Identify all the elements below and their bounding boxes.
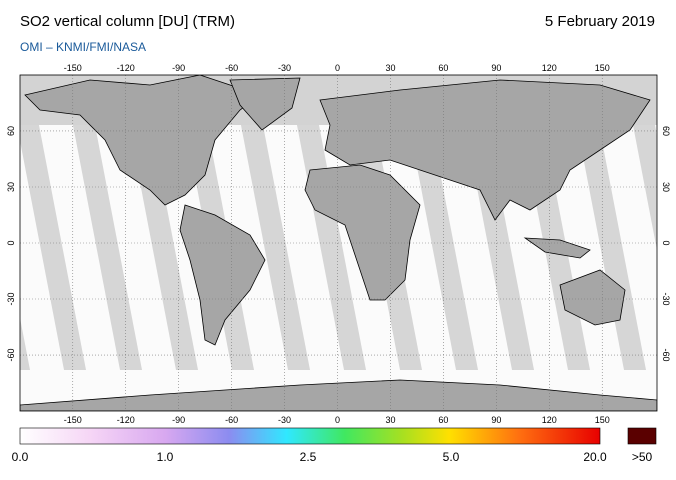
swath bbox=[240, 120, 310, 370]
lon-label-top: 90 bbox=[491, 63, 501, 73]
lat-label-right: 60 bbox=[661, 126, 671, 136]
swath bbox=[72, 120, 142, 370]
lon-label-bottom: -30 bbox=[278, 415, 291, 425]
lon-label-bottom: -90 bbox=[172, 415, 185, 425]
lon-label-top: -90 bbox=[172, 63, 185, 73]
colorbar-label: 1.0 bbox=[157, 450, 174, 464]
lon-label-top: -60 bbox=[225, 63, 238, 73]
swath bbox=[632, 120, 657, 251]
lon-label-top: -150 bbox=[64, 63, 82, 73]
indonesia bbox=[523, 237, 591, 259]
lon-label-top: 60 bbox=[438, 63, 448, 73]
lon-label-top: -120 bbox=[117, 63, 135, 73]
swath bbox=[408, 120, 478, 370]
lat-label-right: -60 bbox=[661, 349, 671, 362]
greenland bbox=[229, 77, 301, 131]
swath bbox=[20, 120, 86, 370]
swath bbox=[576, 120, 646, 370]
swath bbox=[20, 317, 30, 370]
north-america bbox=[24, 75, 261, 206]
graticule bbox=[20, 75, 657, 411]
colorbar-label: 5.0 bbox=[443, 450, 460, 464]
colorbar-labels: 0.0 1.0 2.5 5.0 20.0 >50 bbox=[12, 450, 653, 464]
lon-label-top: 120 bbox=[542, 63, 557, 73]
lon-label-bottom: 0 bbox=[335, 415, 340, 425]
lat-label-right: 30 bbox=[661, 182, 671, 192]
lon-label-bottom: 90 bbox=[491, 415, 501, 425]
colorbar-label: 20.0 bbox=[583, 450, 607, 464]
date: 5 February 2019 bbox=[545, 13, 655, 30]
lon-label-top: 0 bbox=[335, 63, 340, 73]
lon-label-top: 150 bbox=[595, 63, 610, 73]
australia bbox=[559, 269, 626, 326]
lon-label-bottom: 150 bbox=[595, 415, 610, 425]
title: SO2 vertical column [DU] (TRM) bbox=[20, 13, 235, 30]
lon-label-bottom: -60 bbox=[225, 415, 238, 425]
south-america bbox=[179, 204, 266, 346]
lat-label-left: -60 bbox=[6, 349, 16, 362]
antarctica bbox=[20, 379, 657, 411]
credit: OMI – KNMI/FMI/NASA bbox=[20, 40, 146, 54]
lat-label-right: -30 bbox=[661, 293, 671, 306]
lat-label-left: 60 bbox=[6, 126, 16, 136]
lat-label-left: 30 bbox=[6, 182, 16, 192]
colorbar bbox=[19, 427, 601, 445]
axis-labels: -150 -150 -120 -120 -90 -90 -60 -60 -30 -30 0 0 30 30… bbox=[6, 63, 671, 425]
lon-label-bottom: 30 bbox=[385, 415, 395, 425]
lon-label-bottom: -120 bbox=[117, 415, 135, 425]
lat-label-left: -30 bbox=[6, 293, 16, 306]
africa bbox=[304, 164, 421, 301]
lon-label-top: -30 bbox=[278, 63, 291, 73]
colorbar-label: 0.0 bbox=[12, 450, 29, 464]
colorbar-overflow bbox=[627, 427, 657, 445]
lat-label-left: 0 bbox=[6, 240, 16, 245]
colorbar-label: >50 bbox=[632, 450, 653, 464]
lon-label-bottom: 120 bbox=[542, 415, 557, 425]
lat-label-right: 0 bbox=[661, 240, 671, 245]
lon-label-top: 30 bbox=[385, 63, 395, 73]
map bbox=[20, 75, 657, 411]
lon-label-bottom: 60 bbox=[438, 415, 448, 425]
colorbar-label: 2.5 bbox=[300, 450, 317, 464]
lon-label-bottom: -150 bbox=[64, 415, 82, 425]
eurasia bbox=[319, 79, 651, 221]
map-frame bbox=[19, 74, 658, 412]
